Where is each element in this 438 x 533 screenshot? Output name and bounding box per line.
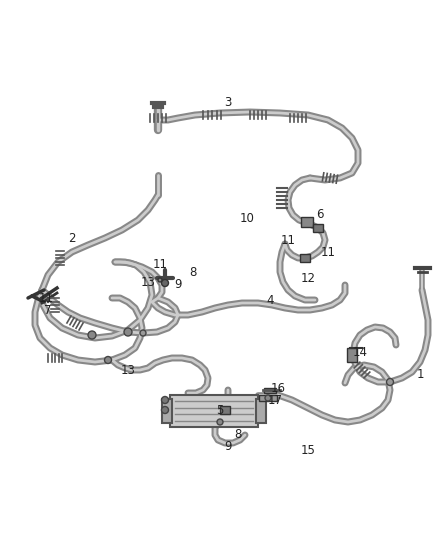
Text: 3: 3 (224, 96, 232, 109)
Bar (301, 217, 313, 227)
Bar (220, 406, 230, 414)
Circle shape (162, 407, 169, 414)
Circle shape (162, 397, 169, 403)
Text: 7: 7 (44, 303, 52, 317)
Text: 5: 5 (216, 403, 224, 416)
Circle shape (265, 395, 271, 401)
Text: 17: 17 (268, 393, 283, 407)
Circle shape (386, 378, 393, 385)
Text: 13: 13 (120, 364, 135, 376)
Text: 8: 8 (189, 265, 197, 279)
Text: 12: 12 (300, 271, 315, 285)
Text: 15: 15 (300, 443, 315, 456)
Text: 9: 9 (224, 440, 232, 454)
Text: 6: 6 (316, 208, 324, 222)
Circle shape (88, 331, 96, 339)
Text: 13: 13 (141, 276, 155, 288)
Bar (300, 254, 310, 262)
Circle shape (105, 357, 112, 364)
Bar (264, 387, 276, 392)
Text: 2: 2 (68, 231, 76, 245)
Circle shape (217, 419, 223, 425)
Circle shape (124, 328, 132, 336)
Text: 11: 11 (39, 292, 53, 304)
Text: 11: 11 (280, 233, 296, 246)
Bar (313, 224, 323, 232)
Text: 11: 11 (152, 259, 167, 271)
Text: 10: 10 (240, 212, 254, 224)
Circle shape (140, 330, 146, 336)
Text: 4: 4 (266, 294, 274, 306)
Text: 8: 8 (234, 429, 242, 441)
Bar (347, 348, 357, 362)
Bar (259, 395, 277, 401)
Text: 14: 14 (353, 345, 367, 359)
Circle shape (162, 279, 169, 287)
Bar (162, 399, 172, 423)
Text: 11: 11 (321, 246, 336, 260)
Text: 9: 9 (174, 279, 182, 292)
Bar (170, 395, 258, 427)
Circle shape (158, 278, 162, 282)
Text: 1: 1 (416, 368, 424, 382)
Text: 16: 16 (271, 382, 286, 394)
Bar (256, 399, 266, 423)
